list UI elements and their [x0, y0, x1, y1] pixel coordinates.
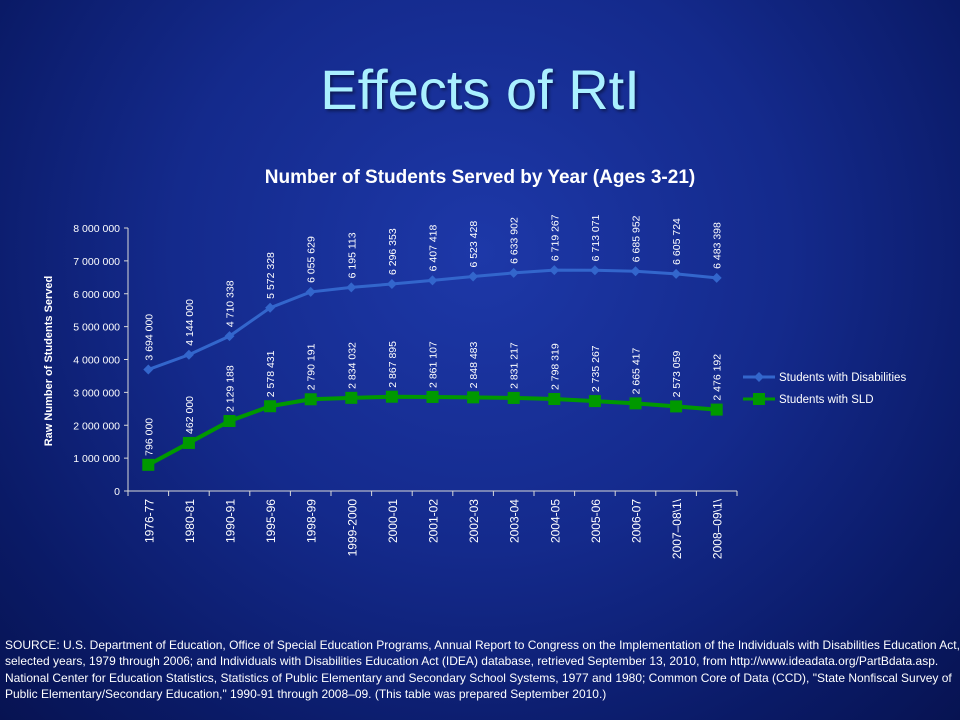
data-point — [671, 268, 682, 279]
data-label: 6 685 952 — [631, 215, 643, 262]
y-tick-label: 5 000 000 — [73, 322, 120, 334]
data-label: 6 407 418 — [428, 224, 440, 271]
legend-marker — [754, 372, 764, 382]
x-tick-label: 2003-04 — [508, 499, 522, 543]
data-point — [224, 331, 235, 342]
data-point — [507, 391, 520, 404]
data-point — [223, 415, 236, 428]
y-tick-label: 0 — [114, 486, 120, 498]
data-label: 2 476 192 — [712, 354, 724, 401]
y-tick-label: 2 000 000 — [73, 420, 120, 432]
y-tick-label: 3 000 000 — [73, 387, 120, 399]
data-label: 6 605 724 — [671, 218, 683, 265]
data-label: 6 523 428 — [468, 221, 480, 268]
data-point — [182, 436, 195, 449]
data-label: 6 483 398 — [712, 222, 724, 269]
data-point — [589, 265, 600, 276]
data-label: 2 867 895 — [387, 341, 399, 388]
source-note: SOURCE: U.S. Department of Education, Of… — [5, 638, 960, 702]
data-point — [345, 391, 358, 404]
data-label: 6 633 902 — [509, 217, 521, 264]
x-tick-label: 2002-03 — [467, 499, 481, 543]
y-tick-label: 6 000 000 — [73, 289, 120, 301]
x-tick-label: 1980-81 — [183, 499, 197, 543]
data-point — [385, 390, 398, 403]
data-point — [143, 364, 154, 375]
data-label: 6 296 353 — [387, 228, 399, 275]
data-point — [630, 266, 641, 277]
data-label: 4 144 000 — [184, 299, 196, 346]
x-tick-label: 1995-96 — [264, 499, 278, 543]
legend: Students with Disabilities Students with … — [743, 372, 906, 406]
x-tick-label: 2005-06 — [589, 499, 603, 543]
slide-title: Effects of RtI — [320, 58, 640, 121]
data-point — [588, 395, 601, 408]
x-tick-label: 1990-91 — [224, 499, 238, 543]
chart-area: Number of Students Served by Year (Ages … — [43, 167, 906, 559]
data-label: 2 573 059 — [671, 351, 683, 398]
data-label: 2 848 483 — [468, 341, 480, 388]
legend-marker — [753, 393, 765, 405]
data-point — [264, 400, 277, 413]
x-tick-label: 2000-01 — [386, 499, 400, 543]
data-label: 2 735 267 — [590, 345, 602, 392]
y-axis-title: Raw Number of Students Served — [43, 276, 55, 447]
x-tick-label: 2001-02 — [427, 499, 441, 543]
x-tick-label: 1999-2000 — [345, 499, 359, 557]
plot-group: 0 1 000 000 2 000 000 3 000 000 4 000 000 5 0… — [73, 214, 738, 559]
x-tick-label: 2008–09\1\ — [711, 498, 725, 559]
chart-title: Number of Students Served by Year (Ages … — [265, 167, 695, 188]
data-label: 2 665 417 — [631, 348, 643, 395]
x-tick-label: 2004-05 — [548, 499, 562, 543]
y-tick-label: 4 000 000 — [73, 355, 120, 367]
x-tick-label: 1976-77 — [142, 499, 156, 543]
data-label: 6 713 071 — [590, 214, 602, 261]
data-point — [304, 393, 317, 406]
data-label: 6 719 267 — [549, 214, 561, 261]
data-label: 6 055 629 — [306, 236, 318, 283]
data-point — [468, 271, 479, 282]
data-point — [467, 391, 480, 404]
data-point — [548, 393, 561, 406]
data-label: 2 790 191 — [306, 343, 318, 390]
data-point — [508, 267, 519, 278]
data-point — [386, 279, 397, 290]
y-tick-label: 8 000 000 — [73, 223, 120, 235]
data-point — [265, 302, 276, 313]
data-label: 3 694 000 — [143, 314, 155, 361]
data-label: 2 129 188 — [225, 365, 237, 412]
data-label: 6 195 113 — [346, 232, 358, 278]
data-label: 2 578 431 — [265, 350, 277, 397]
data-point — [183, 349, 194, 360]
data-point — [346, 282, 357, 293]
legend-label: Students with Disabilities — [779, 372, 906, 384]
data-point — [670, 400, 683, 413]
data-label: 4 710 338 — [225, 280, 237, 327]
data-label: 2 831 217 — [509, 342, 521, 389]
legend-label: Students with SLD — [779, 394, 874, 406]
data-point — [549, 265, 560, 276]
data-point — [305, 286, 316, 297]
y-tick-label: 1 000 000 — [73, 453, 120, 465]
data-point — [426, 390, 439, 403]
data-point — [427, 275, 438, 286]
y-tick-label: 7 000 000 — [73, 256, 120, 268]
data-point — [711, 272, 722, 283]
x-tick-label: 2006-07 — [630, 499, 644, 543]
data-point — [629, 397, 642, 410]
data-label: 2 861 107 — [428, 341, 440, 388]
data-point — [710, 403, 723, 416]
data-point — [142, 458, 155, 471]
data-label: 2 834 032 — [346, 342, 358, 389]
x-tick-label: 1998-99 — [305, 499, 319, 543]
data-label: 796 000 — [143, 418, 155, 456]
data-label: 2 798 319 — [549, 343, 561, 390]
x-tick-label: 2007–08\1\ — [670, 498, 684, 559]
data-label: 5 572 328 — [265, 252, 277, 299]
data-label: 462 000 — [184, 396, 196, 434]
